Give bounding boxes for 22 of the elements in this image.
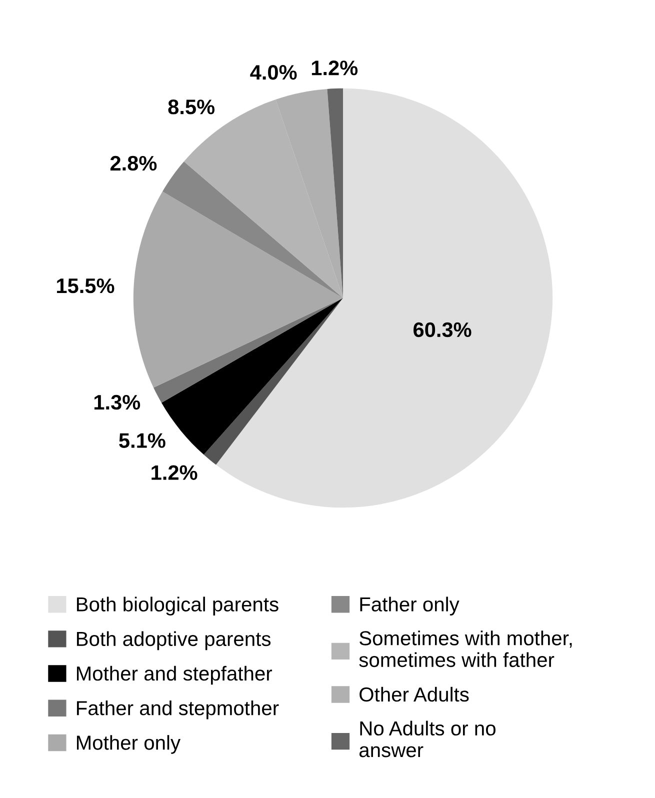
legend-label: Other Adults bbox=[360, 686, 469, 702]
pie-slice bbox=[204, 298, 343, 465]
data-label: 15.5% bbox=[57, 278, 114, 294]
legend-label: Both adoptive parents bbox=[76, 631, 271, 650]
pie-slice bbox=[216, 88, 553, 508]
data-label: 2.8% bbox=[110, 156, 157, 171]
data-label: 60.3% bbox=[414, 322, 472, 338]
legend-label: Both biological parents bbox=[76, 596, 278, 616]
legend-label: No Adults or no answer bbox=[359, 720, 496, 758]
legend-label: Father and stepmother bbox=[76, 700, 279, 720]
data-label: 1.2% bbox=[152, 465, 198, 480]
legend-label: Mother and stepfather bbox=[76, 666, 272, 685]
pie-slice bbox=[162, 162, 343, 298]
data-label: 5.1% bbox=[119, 433, 166, 448]
data-label: 8.5% bbox=[168, 100, 215, 114]
legend-label: Mother only bbox=[76, 735, 181, 754]
data-label: 4.0% bbox=[250, 64, 297, 80]
data-label: 1.2% bbox=[312, 60, 358, 76]
legend-label: Sometimes with mother, sometimes with father bbox=[359, 630, 572, 668]
pie-slice bbox=[154, 298, 343, 403]
legend-label: Father only bbox=[360, 596, 460, 616]
data-label: 1.3% bbox=[94, 394, 140, 410]
